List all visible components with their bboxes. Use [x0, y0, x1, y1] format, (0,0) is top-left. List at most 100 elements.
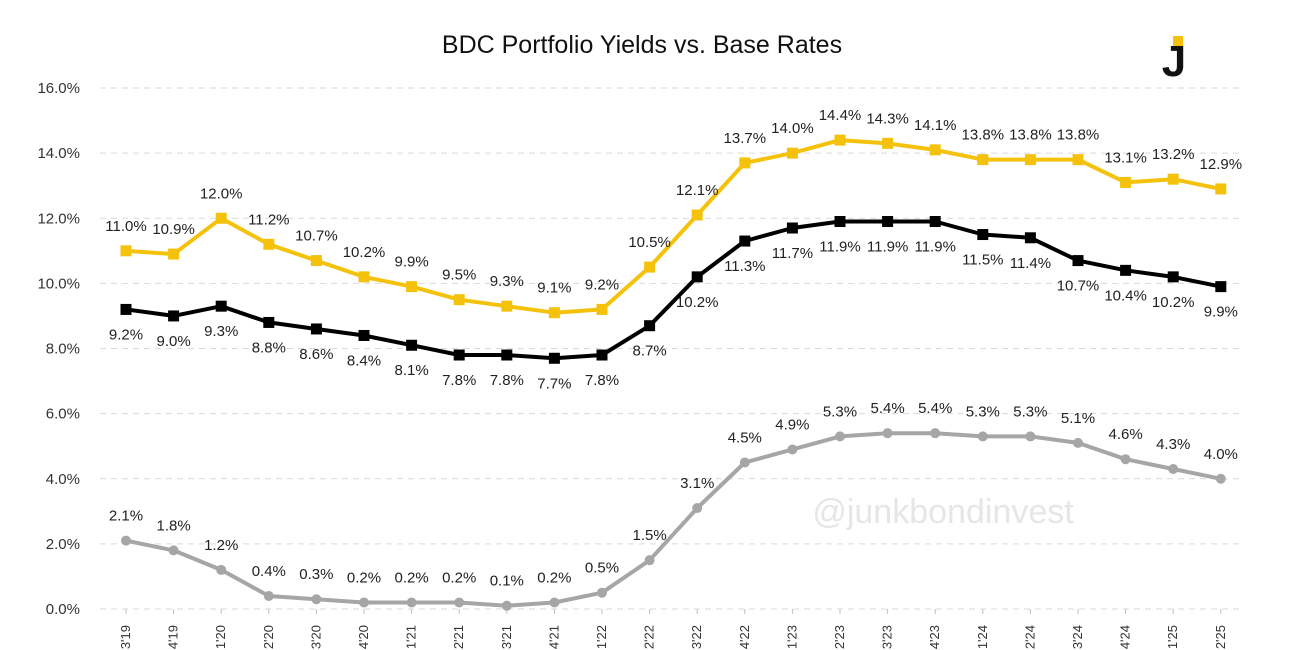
x-tick-label: 1'20: [213, 625, 228, 649]
data-label: 10.2%: [343, 244, 386, 261]
x-tick-label: 2'23: [832, 625, 847, 649]
data-label: 5.4%: [918, 400, 952, 417]
data-point: [1167, 173, 1179, 185]
data-point: [263, 590, 274, 601]
data-point: [263, 238, 275, 250]
data-point: [121, 535, 131, 546]
data-label: 8.6%: [299, 346, 333, 363]
x-tick-label: 2'25: [1213, 625, 1228, 649]
data-point: [120, 303, 132, 315]
x-tick-label: 3'21: [499, 625, 514, 649]
data-point: [1215, 281, 1227, 293]
data-point: [834, 134, 846, 146]
data-point: [1167, 271, 1179, 283]
data-point: [501, 300, 513, 312]
data-label: 8.7%: [632, 343, 666, 360]
data-label: 1.8%: [156, 517, 190, 534]
x-tick-label: 3'19: [118, 625, 133, 649]
data-point: [311, 594, 322, 605]
data-label: 10.7%: [295, 228, 338, 245]
data-label: 5.4%: [870, 400, 904, 417]
series-1: 11.0% 10.9% 12.0% 11.2% 10.7% 10.2% 9.9% 9.5% 9.…: [105, 107, 1242, 319]
y-tick-label: 2.0%: [46, 536, 80, 553]
data-label: 14.1%: [914, 117, 957, 134]
data-label: 4.3%: [1156, 436, 1190, 453]
data-point: [977, 431, 988, 442]
data-label: 10.5%: [628, 234, 671, 251]
data-label: 4.9%: [775, 416, 809, 433]
data-label: 0.4%: [252, 563, 286, 580]
x-tick-label: 1'23: [784, 625, 799, 649]
data-label: 8.1%: [394, 362, 428, 379]
x-tick-label: 3'22: [689, 625, 704, 649]
data-point: [787, 444, 798, 455]
data-point: [501, 349, 513, 361]
y-tick-label: 12.0%: [37, 210, 80, 227]
data-point: [1072, 255, 1084, 267]
chart-title: BDC Portfolio Yields vs. Base Rates: [442, 31, 842, 59]
gridlines: [100, 87, 1243, 610]
data-label: 8.8%: [252, 339, 286, 356]
data-point: [454, 597, 465, 608]
x-tick-label: 4'21: [546, 625, 561, 649]
y-axis: 0.0% 2.0% 4.0% 6.0% 8.0% 10.0% 12.0% 14.0% 16.0%: [37, 80, 80, 618]
data-label: 14.4%: [819, 107, 862, 124]
data-label: 1.2%: [204, 537, 238, 554]
data-point: [739, 457, 750, 468]
data-point: [358, 329, 370, 341]
x-tick-label: 2'22: [642, 625, 657, 649]
data-point: [1168, 463, 1179, 474]
y-tick-label: 16.0%: [37, 80, 80, 97]
data-label: 14.0%: [771, 120, 814, 137]
data-point: [1025, 431, 1036, 442]
x-tick-label: 3'24: [1070, 625, 1085, 649]
data-label: 11.4%: [1010, 255, 1051, 272]
data-point: [1072, 154, 1084, 166]
series-line: [125, 138, 1222, 315]
data-point: [835, 431, 845, 442]
data-point: [216, 564, 227, 575]
data-label: 13.8%: [1009, 127, 1052, 144]
data-point: [406, 597, 417, 608]
data-label: 11.9%: [914, 239, 955, 256]
data-point: [644, 320, 656, 332]
data-point: [977, 154, 989, 166]
data-point: [1120, 454, 1131, 465]
data-point: [691, 271, 703, 283]
data-label: 11.3%: [724, 258, 765, 275]
data-label: 11.5%: [962, 252, 1003, 269]
series-line: [125, 431, 1222, 608]
data-label: 13.8%: [962, 127, 1005, 144]
data-label: 14.3%: [866, 110, 909, 127]
data-point: [882, 428, 893, 439]
data-point: [596, 349, 608, 361]
data-label: 11.9%: [819, 239, 860, 256]
data-point: [1024, 232, 1036, 244]
data-point: [834, 216, 846, 228]
data-point: [786, 222, 798, 234]
data-point: [644, 555, 655, 566]
x-tick-label: 4'22: [737, 625, 752, 649]
x-tick-label: 3'23: [880, 625, 895, 649]
data-label: 13.7%: [724, 130, 767, 147]
data-point: [120, 245, 132, 257]
data-label: 7.8%: [490, 372, 524, 389]
data-label: 10.2%: [676, 294, 719, 311]
data-point: [310, 255, 322, 267]
data-point: [644, 261, 656, 273]
series-line: [125, 219, 1222, 361]
data-label: 12.0%: [200, 185, 243, 202]
data-label: 7.7%: [537, 375, 571, 392]
y-tick-label: 4.0%: [46, 471, 80, 488]
data-label: 13.2%: [1152, 146, 1195, 163]
logo-mark: J: [1162, 37, 1186, 86]
data-label: 7.8%: [585, 372, 619, 389]
x-axis: 3'19 4'19 1'20 2'20 3'20 4'20 1'21 2'21 3'21 4'21…: [118, 609, 1228, 649]
data-point: [596, 303, 608, 315]
data-point: [263, 316, 275, 328]
data-label: 10.7%: [1057, 278, 1100, 295]
data-label: 11.0%: [105, 218, 146, 235]
data-point: [739, 235, 751, 247]
data-label: 13.8%: [1057, 127, 1100, 144]
